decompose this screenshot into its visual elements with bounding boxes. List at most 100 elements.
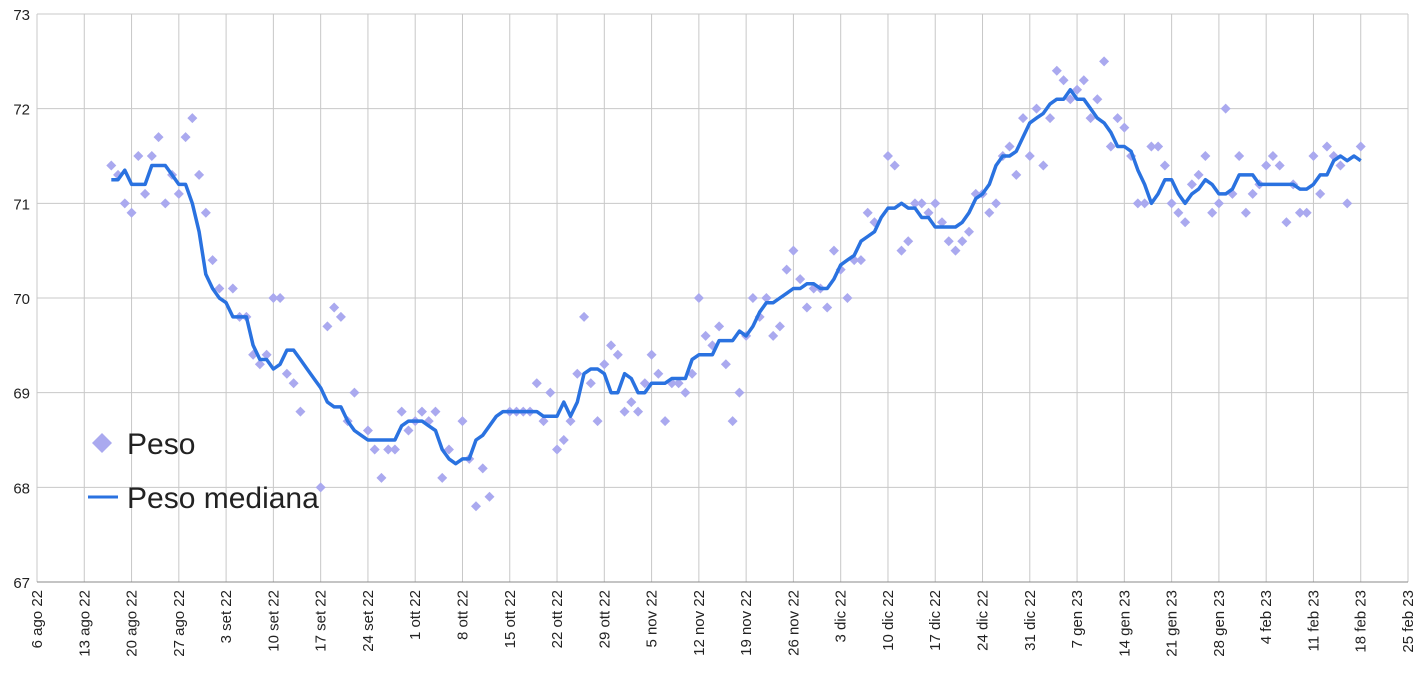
data-point [1099,56,1110,67]
data-point [1119,122,1130,133]
data-point [984,207,995,218]
data-point [1153,141,1164,152]
data-point [950,245,961,256]
data-point [437,472,448,483]
data-point [443,444,454,455]
data-point [788,245,799,256]
x-tick-label: 20 ago 22 [124,590,141,657]
data-point [579,311,590,322]
data-point [1112,113,1123,124]
data-point [585,378,596,389]
data-point [558,435,569,445]
data-point [761,293,772,303]
data-point [768,330,779,341]
data-point [194,169,205,180]
data-point [700,330,711,341]
y-tick-label: 72 [13,102,30,119]
data-point [146,151,157,161]
data-point [531,378,542,389]
data-point [660,416,671,427]
data-point [1018,113,1029,124]
data-point [626,397,637,408]
data-point [1207,207,1218,218]
data-point [227,283,238,294]
data-point [822,302,833,313]
x-tick-label: 18 feb 23 [1353,590,1370,653]
x-tick-label: 17 set 22 [313,590,330,652]
data-point [133,151,144,161]
data-point [484,491,495,502]
data-point [200,207,211,218]
x-tick-label: 10 set 22 [265,590,282,652]
data-point [909,198,920,209]
data-point [268,293,279,303]
data-point [552,444,563,455]
x-tick-label: 26 nov 22 [785,590,802,656]
data-point [1220,103,1231,114]
data-point [1267,151,1278,161]
data-point [1234,151,1245,161]
data-point [673,378,684,389]
x-tick-label: 7 gen 23 [1069,590,1086,648]
x-tick-label: 1 ott 22 [407,590,424,640]
data-point [1024,151,1035,161]
data-point [261,349,272,360]
data-point [315,482,326,493]
x-tick-label: 24 set 22 [360,590,377,652]
x-tick-label: 15 ott 22 [502,590,519,648]
data-point [1261,160,1272,171]
data-point [1078,75,1089,86]
data-point [1058,75,1069,86]
data-point [572,368,583,379]
data-point [1240,207,1251,218]
data-point [1315,188,1326,199]
data-point [1045,113,1056,124]
data-point [1342,198,1353,209]
data-point [545,387,556,398]
data-point [180,132,191,143]
data-point [288,378,299,389]
data-point [714,321,725,332]
data-point [727,416,738,427]
data-point [403,425,414,436]
data-point [923,207,934,218]
data-point [1011,169,1022,180]
x-tick-label: 5 nov 22 [644,590,661,648]
data-point [389,444,400,455]
x-tick-label: 11 feb 23 [1305,590,1322,651]
data-point [1200,151,1211,161]
data-point [1213,198,1224,209]
data-point [943,236,954,247]
x-tick-label: 29 ott 22 [596,590,613,648]
legend-marker [92,433,112,453]
data-point [612,349,623,360]
data-point [1281,217,1292,228]
y-tick-label: 69 [13,386,30,403]
data-point [862,207,873,218]
legend-label: Peso [127,428,195,461]
data-point [207,255,218,266]
data-point [349,387,360,398]
data-point [254,359,265,370]
data-point [160,198,171,209]
data-point [470,501,481,512]
data-point [1301,207,1312,218]
data-point [281,368,292,379]
y-tick-label: 71 [13,196,30,213]
data-point [1146,141,1157,152]
data-point [457,416,468,427]
data-point [1105,141,1116,152]
data-point [855,255,866,266]
data-point [1180,217,1191,228]
x-tick-label: 25 feb 23 [1400,590,1417,653]
data-point [376,472,387,483]
data-point [383,444,394,455]
data-point [774,321,785,332]
data-point [889,160,900,171]
data-line [111,87,1362,466]
data-point [1085,113,1096,124]
data-point [1031,103,1042,114]
data-point [903,236,914,247]
data-point [1335,160,1346,171]
